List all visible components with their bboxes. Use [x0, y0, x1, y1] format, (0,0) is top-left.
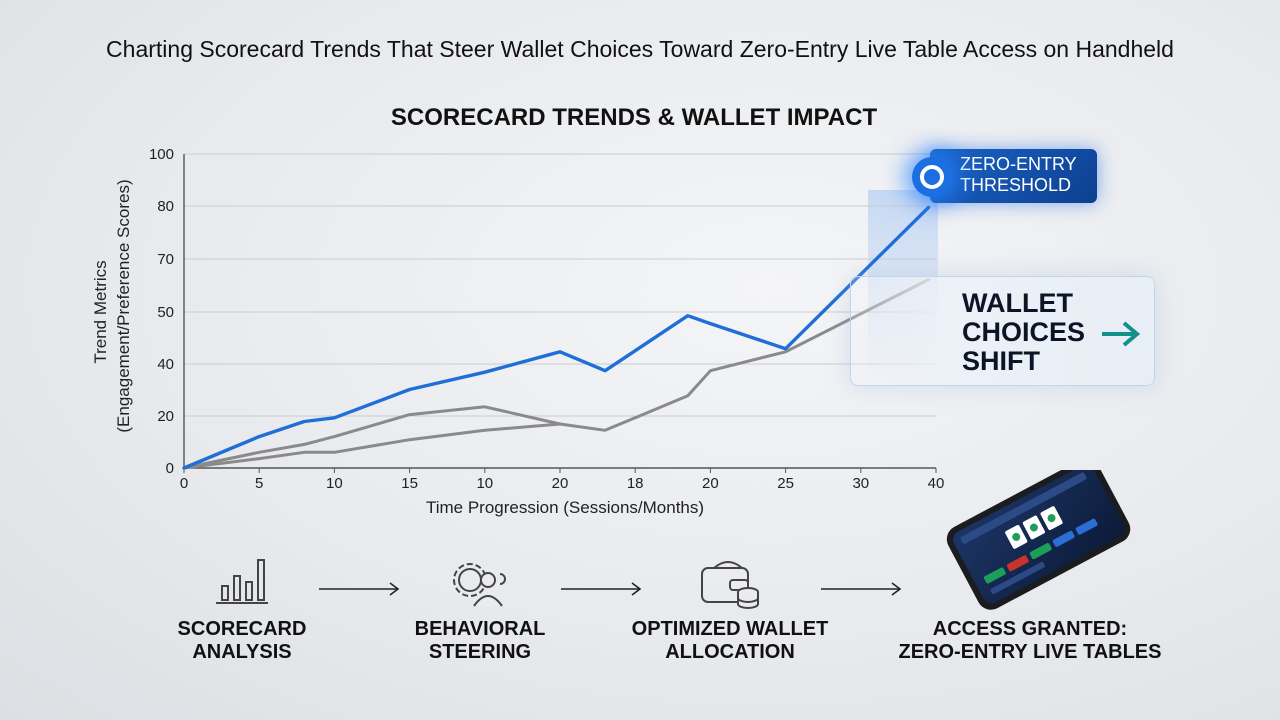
- flow-step-4-line-2: ZERO-ENTRY LIVE TABLES: [898, 641, 1162, 663]
- wallet-choices-panel: [850, 276, 1155, 386]
- page-title: Charting Scorecard Trends That Steer Wal…: [106, 36, 1174, 62]
- flow-step-4-line-1: ACCESS GRANTED:: [932, 618, 1128, 640]
- flow-step-1-line-2: ANALYSIS: [192, 641, 292, 663]
- x-tick-label: 30: [852, 475, 869, 492]
- y-tick-label: 20: [157, 408, 174, 425]
- flow-arrow-1: [319, 582, 400, 596]
- x-tick-label: 40: [928, 475, 945, 492]
- flow-step-steering: BEHAVIORAL STEERING: [380, 618, 580, 664]
- series-line-grey: [182, 422, 562, 470]
- gear-users-icon: [453, 563, 506, 607]
- flow-step-3-line-2: ALLOCATION: [665, 641, 795, 663]
- x-tick-label: 25: [777, 475, 794, 492]
- y-tick-label: 50: [157, 304, 174, 321]
- flow-arrow-3: [821, 582, 902, 596]
- x-tick-label: 10: [326, 475, 343, 492]
- arrow-right-icon: [1102, 321, 1141, 347]
- wallet-line-2: CHOICES: [962, 317, 1086, 347]
- chart-title: SCORECARD TRENDS & WALLET IMPACT: [390, 104, 878, 131]
- x-tick-label: 20: [552, 475, 569, 492]
- wallet-coins-icon: [701, 561, 759, 609]
- x-tick-label: 10: [476, 475, 493, 492]
- y-tick-label: 100: [149, 146, 174, 163]
- x-tick-label: 5: [255, 475, 263, 492]
- x-tick-label: 18: [627, 475, 644, 492]
- chart-ticks: 0 20 40 50 70 80 100 0 5 10 15 10 20 18 20 25 30 40: [149, 146, 944, 492]
- y-axis-label-line-2: (Engagement/Preference Scores): [114, 179, 133, 432]
- chart-series: [182, 205, 931, 470]
- bar-chart-icon: [216, 559, 268, 604]
- zero-entry-threshold-callout: ZERO-ENTRY THRESHOLD: [930, 149, 1097, 203]
- x-tick-label: 0: [180, 475, 188, 492]
- x-axis-label: Time Progression (Sessions/Months): [426, 498, 704, 517]
- wallet-choices-text: WALLET CHOICES SHIFT: [962, 289, 1112, 376]
- flow-step-access: ACCESS GRANTED: ZERO-ENTRY LIVE TABLES: [880, 618, 1180, 664]
- y-tick-label: 70: [157, 251, 174, 268]
- chart-grid: [183, 153, 937, 473]
- flow-step-2-line-1: BEHAVIORAL: [414, 618, 546, 640]
- wallet-line-3: SHIFT: [962, 346, 1040, 376]
- threshold-line-2: THRESHOLD: [960, 175, 1072, 195]
- flow-step-1-line-1: SCORECARD: [177, 618, 307, 640]
- series-line-blue: [182, 205, 931, 470]
- flow-arrow-2: [561, 582, 642, 596]
- series-line-grey: [182, 278, 930, 470]
- threshold-marker-icon: [912, 157, 952, 197]
- flow-step-wallet: OPTIMIZED WALLET ALLOCATION: [620, 618, 840, 664]
- flow-step-scorecard: SCORECARD ANALYSIS: [142, 618, 342, 664]
- x-tick-label: 20: [702, 475, 719, 492]
- flow-step-3-line-1: OPTIMIZED WALLET: [631, 618, 829, 640]
- flow-step-2-line-2: STEERING: [428, 641, 532, 663]
- threshold-line-1: ZERO-ENTRY: [960, 154, 1077, 174]
- y-tick-label: 80: [157, 198, 174, 215]
- wallet-line-1: WALLET: [962, 288, 1073, 318]
- x-tick-label: 15: [401, 475, 418, 492]
- smartphone-icon: [946, 470, 1131, 610]
- y-tick-label: 40: [157, 356, 174, 373]
- y-axis-label-line-1: Trend Metrics: [91, 260, 110, 363]
- y-tick-label: 0: [166, 460, 174, 477]
